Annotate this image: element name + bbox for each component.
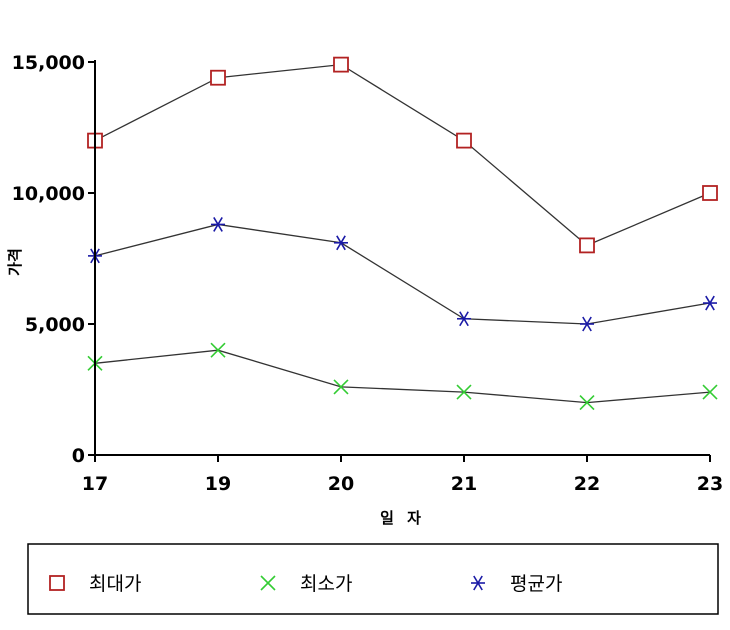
legend-marker-x: [260, 575, 276, 591]
x-tick-label: 22: [574, 473, 600, 495]
y-axis-title: 가격: [6, 248, 24, 276]
legend-box: [27, 543, 719, 615]
legend-label: 최대가: [89, 573, 141, 595]
series-line-asterisk: [94, 223, 711, 325]
data-point-x-stroke: [210, 342, 226, 358]
x-tick-label: 23: [697, 473, 723, 495]
data-point-asterisk: [457, 311, 471, 327]
data-point-asterisk: [703, 295, 717, 311]
legend-marker-asterisk-stroke: [473, 575, 483, 591]
x-tick-label: 17: [82, 473, 108, 495]
data-point-x-stroke: [579, 395, 595, 411]
data-point-asterisk: [580, 316, 594, 332]
legend-marker-asterisk: [471, 575, 485, 591]
data-point-x-stroke: [702, 384, 718, 400]
data-point-x: [579, 395, 595, 411]
data-point-asterisk-stroke: [705, 295, 715, 311]
data-point-square: [702, 185, 718, 201]
series-line-square: [94, 63, 711, 247]
data-point-x-stroke: [456, 384, 472, 400]
legend: 최대가 최소가 평균가: [27, 543, 719, 615]
x-ticks: 17 19 20 21 22 23: [82, 455, 723, 495]
data-point-square: [579, 237, 595, 254]
x-tick-label: 20: [328, 473, 354, 495]
x-axis-title: 일 자: [380, 509, 425, 527]
y-tick-label: 15,000: [12, 52, 85, 74]
data-point-x-stroke: [333, 379, 349, 395]
legend-label: 평균가: [510, 573, 562, 595]
data-point-square: [210, 69, 226, 86]
y-tick-label: 0: [72, 445, 85, 467]
x-tick-label: 21: [451, 473, 477, 495]
series-line-x: [94, 349, 711, 404]
legend-label: 최소가: [300, 573, 352, 595]
data-point-x: [702, 384, 718, 400]
y-ticks: 0 5,000 10,000 15,000: [12, 52, 95, 467]
y-tick-label: 5,000: [25, 314, 85, 336]
data-point-asterisk-stroke: [213, 217, 223, 232]
data-point-square: [333, 56, 349, 73]
x-tick-label: 19: [205, 473, 231, 495]
legend-marker-square: [49, 575, 65, 591]
data-point-square: [456, 132, 472, 149]
axes: [94, 60, 710, 456]
legend-marker-x-stroke: [260, 575, 276, 591]
data-point-asterisk-stroke: [582, 316, 592, 332]
series-lines: [94, 63, 711, 404]
data-point-asterisk: [334, 235, 348, 251]
data-point-asterisk: [211, 217, 225, 232]
data-point-x: [210, 342, 226, 358]
data-point-asterisk-stroke: [336, 235, 346, 251]
data-point-asterisk-stroke: [459, 311, 469, 327]
data-point-x: [456, 384, 472, 400]
y-tick-label: 10,000: [12, 183, 85, 205]
series-markers: [87, 56, 718, 411]
data-point-x: [333, 379, 349, 395]
